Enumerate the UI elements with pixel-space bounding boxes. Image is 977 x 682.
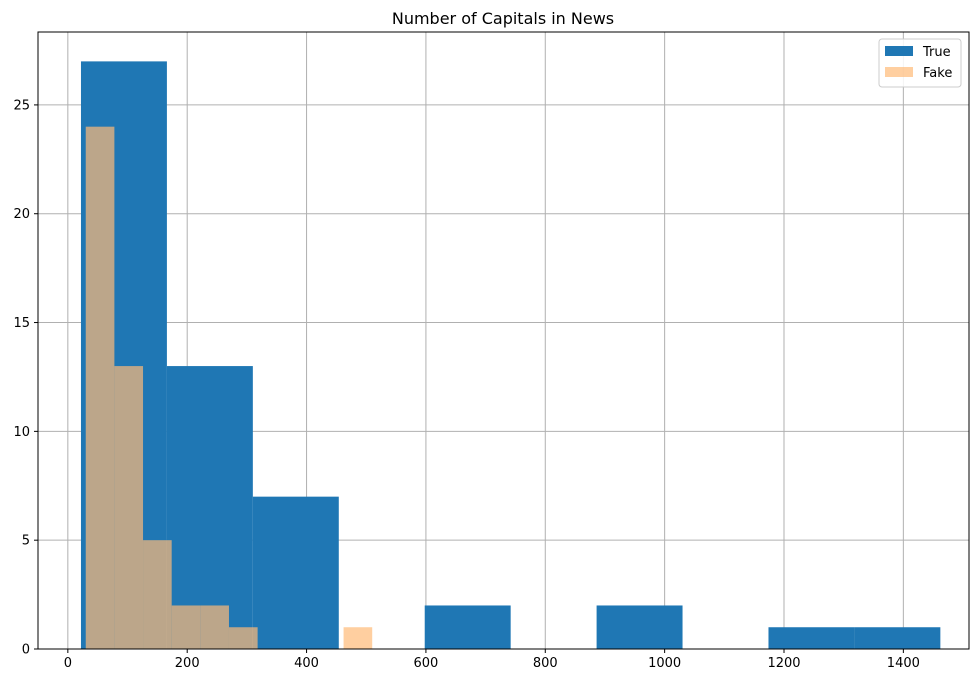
bar-true-1 [166, 366, 253, 649]
x-tick-label: 1400 [887, 656, 920, 671]
legend-label-true: True [922, 45, 951, 60]
legend-swatch-true [885, 46, 913, 56]
bar-fake-0 [85, 126, 115, 650]
bar-fake-1 [114, 366, 144, 649]
bar-fake-3 [171, 605, 201, 649]
x-tick-label: 200 [175, 656, 200, 671]
x-tick-label: 0 [64, 656, 72, 671]
x-tick-label: 400 [294, 656, 319, 671]
bar-fake-5 [228, 627, 258, 649]
legend: True Fake [878, 38, 962, 88]
x-tick-label: 1200 [767, 656, 800, 671]
ticks: 0 200 400 600 800 1000 1200 1400 0 5 10 15 20 25 [13, 98, 919, 671]
bar-true-2 [252, 496, 339, 649]
y-tick-label: 25 [13, 98, 30, 113]
y-tick-label: 10 [13, 425, 30, 440]
chart-title: Number of Capitals in News [392, 9, 614, 28]
bar-fake-9 [343, 627, 373, 649]
legend-swatch-fake [885, 67, 913, 77]
y-tick-label: 15 [13, 316, 30, 331]
bars [80, 61, 941, 650]
bar-true-8 [768, 627, 855, 649]
bar-true-6 [596, 605, 683, 649]
x-tick-label: 600 [414, 656, 439, 671]
y-tick-label: 5 [22, 534, 30, 549]
x-tick-label: 1000 [648, 656, 681, 671]
y-tick-label: 20 [13, 207, 30, 222]
bar-fake-4 [200, 605, 229, 649]
legend-label-fake: Fake [923, 66, 952, 81]
axes-frame [37, 31, 970, 650]
y-tick-label: 0 [22, 643, 30, 658]
x-tick-label: 800 [533, 656, 558, 671]
bar-fake-2 [143, 540, 172, 649]
bar-true-4 [424, 605, 511, 649]
bar-true-9 [854, 627, 941, 649]
